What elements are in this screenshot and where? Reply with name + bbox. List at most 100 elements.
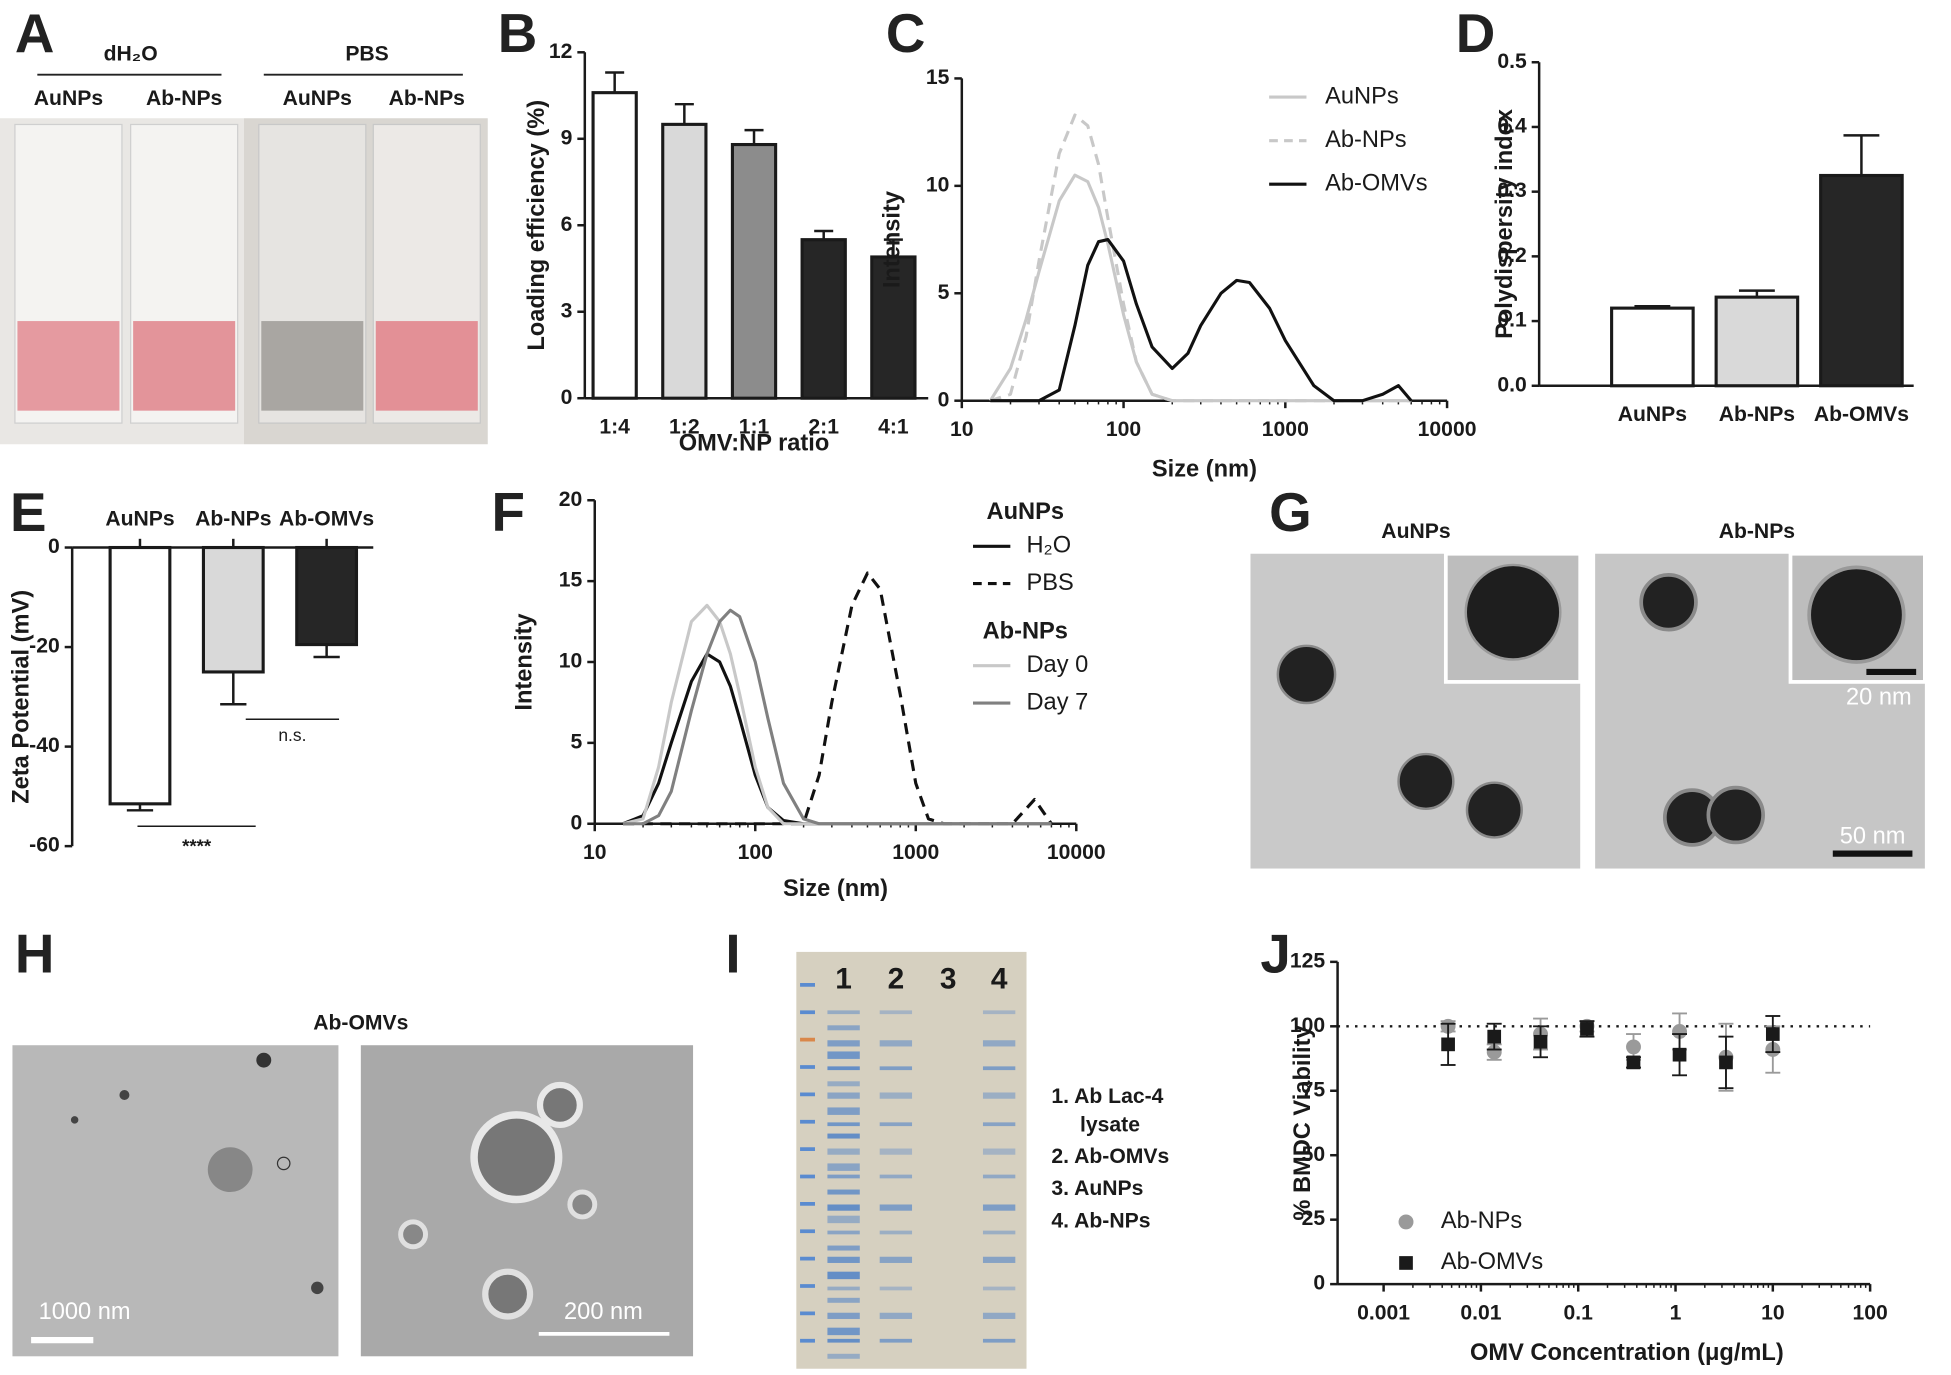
ladder-band [800, 1256, 815, 1261]
gel-band [879, 1122, 913, 1127]
error-bar [220, 671, 247, 706]
x-tick-label: 1:1 [739, 416, 770, 439]
image-title: Ab-OMVs [313, 1012, 408, 1035]
bar [295, 545, 359, 647]
gel-band [827, 1230, 860, 1235]
line-series [623, 608, 1052, 826]
ladder-band [800, 1229, 815, 1234]
ladder-band [800, 1147, 815, 1151]
point [1533, 1034, 1548, 1049]
gel-band [879, 1174, 913, 1179]
gel-band [827, 1204, 860, 1211]
point [1765, 1027, 1780, 1041]
gel-band [879, 1312, 913, 1319]
panel-letter: B [498, 2, 538, 64]
x-tick-label: Ab-NPs [195, 508, 271, 531]
gel-band [827, 1092, 860, 1099]
error-bar [744, 128, 764, 145]
x-tick-label: 100 [738, 841, 773, 864]
y-tick-label: 5 [571, 730, 583, 753]
y-tick-label: -60 [29, 834, 60, 857]
y-tick-label: 100 [1290, 1014, 1325, 1037]
gel-band [879, 1286, 913, 1291]
x-tick-label: 0.01 [1460, 1302, 1501, 1325]
legend-swatch [1398, 1214, 1414, 1230]
vesicle [119, 1090, 130, 1100]
sample-label: Ab-NPs [146, 87, 222, 110]
point [1626, 1055, 1641, 1070]
y-tick-label: 6 [561, 213, 573, 236]
gel-band [827, 1040, 860, 1047]
line-series [990, 238, 1413, 403]
image-title: AuNPs [1381, 520, 1450, 543]
group-label: dH₂O [104, 42, 158, 65]
line-series [988, 173, 1412, 403]
gel-legend: 2. Ab-OMVs [1051, 1145, 1169, 1168]
x-tick-label: 2:1 [808, 416, 839, 439]
gel-band [879, 1092, 913, 1099]
gel-band [827, 1148, 860, 1155]
gel-band [982, 1148, 1016, 1155]
particle [1639, 573, 1698, 632]
panel-letter: C [886, 2, 926, 64]
point [1441, 1037, 1455, 1052]
ladder-band [800, 1311, 815, 1316]
tem-image [12, 1045, 339, 1357]
panel-letter: E [10, 481, 47, 543]
particle [1465, 781, 1523, 839]
x-tick-label: 10000 [1418, 418, 1477, 441]
point [1672, 1024, 1688, 1039]
legend-label: Ab-OMVs [1441, 1249, 1543, 1275]
x-tick-label: 10 [1761, 1302, 1785, 1325]
x-tick-label: 1 [1670, 1302, 1682, 1325]
lane-number: 1 [835, 962, 852, 995]
x-tick-label: Ab-OMVs [1814, 403, 1909, 426]
vesicle [398, 1219, 429, 1250]
y-tick-label: 0 [48, 535, 60, 558]
bar [730, 142, 778, 400]
gel-band [879, 1256, 913, 1263]
gel-band [827, 1245, 860, 1251]
bar [108, 545, 172, 806]
liquid [133, 321, 236, 411]
gel-band [827, 1107, 860, 1115]
significance-label: **** [182, 835, 212, 856]
ladder-band [800, 1284, 815, 1288]
particle [1397, 752, 1455, 811]
y-tick-label: 0.0 [1497, 373, 1526, 396]
gel-band [827, 1189, 860, 1195]
panel-letter: J [1260, 923, 1290, 985]
y-tick-label: 125 [1290, 949, 1326, 972]
gel-band [827, 1133, 860, 1139]
gel-band [827, 1215, 860, 1224]
panel-letter: D [1456, 2, 1496, 64]
legend-group-title: AuNPs [987, 499, 1064, 525]
x-tick-label: AuNPs [1618, 403, 1687, 426]
y-tick-label: 0.5 [1497, 50, 1527, 73]
y-tick-label: 75 [1302, 1078, 1326, 1101]
point [1672, 1047, 1687, 1062]
y-tick-label: 0.2 [1497, 244, 1526, 267]
legend-label: AuNPs [1325, 83, 1399, 109]
gel-band [982, 1230, 1016, 1235]
x-axis-title: OMV:NP ratio [679, 430, 830, 456]
vesicle [567, 1189, 598, 1220]
vesicle [311, 1281, 324, 1295]
gel-band [827, 1256, 860, 1263]
y-tick-label: -40 [29, 734, 60, 757]
gel-band [879, 1204, 913, 1211]
ladder-band [800, 1010, 815, 1015]
ladder-band [800, 983, 815, 987]
ladder-band [800, 1119, 815, 1124]
particle [1807, 565, 1906, 664]
gel-band [827, 1163, 860, 1171]
sample-label: AuNPs [34, 87, 103, 110]
vesicle [536, 1081, 583, 1128]
group-label: PBS [345, 42, 388, 65]
vesicle [276, 1156, 291, 1171]
lane-number: 3 [940, 962, 957, 995]
x-tick-label: 1000 [892, 841, 939, 864]
particle [1464, 563, 1562, 661]
vesicle [256, 1052, 272, 1068]
